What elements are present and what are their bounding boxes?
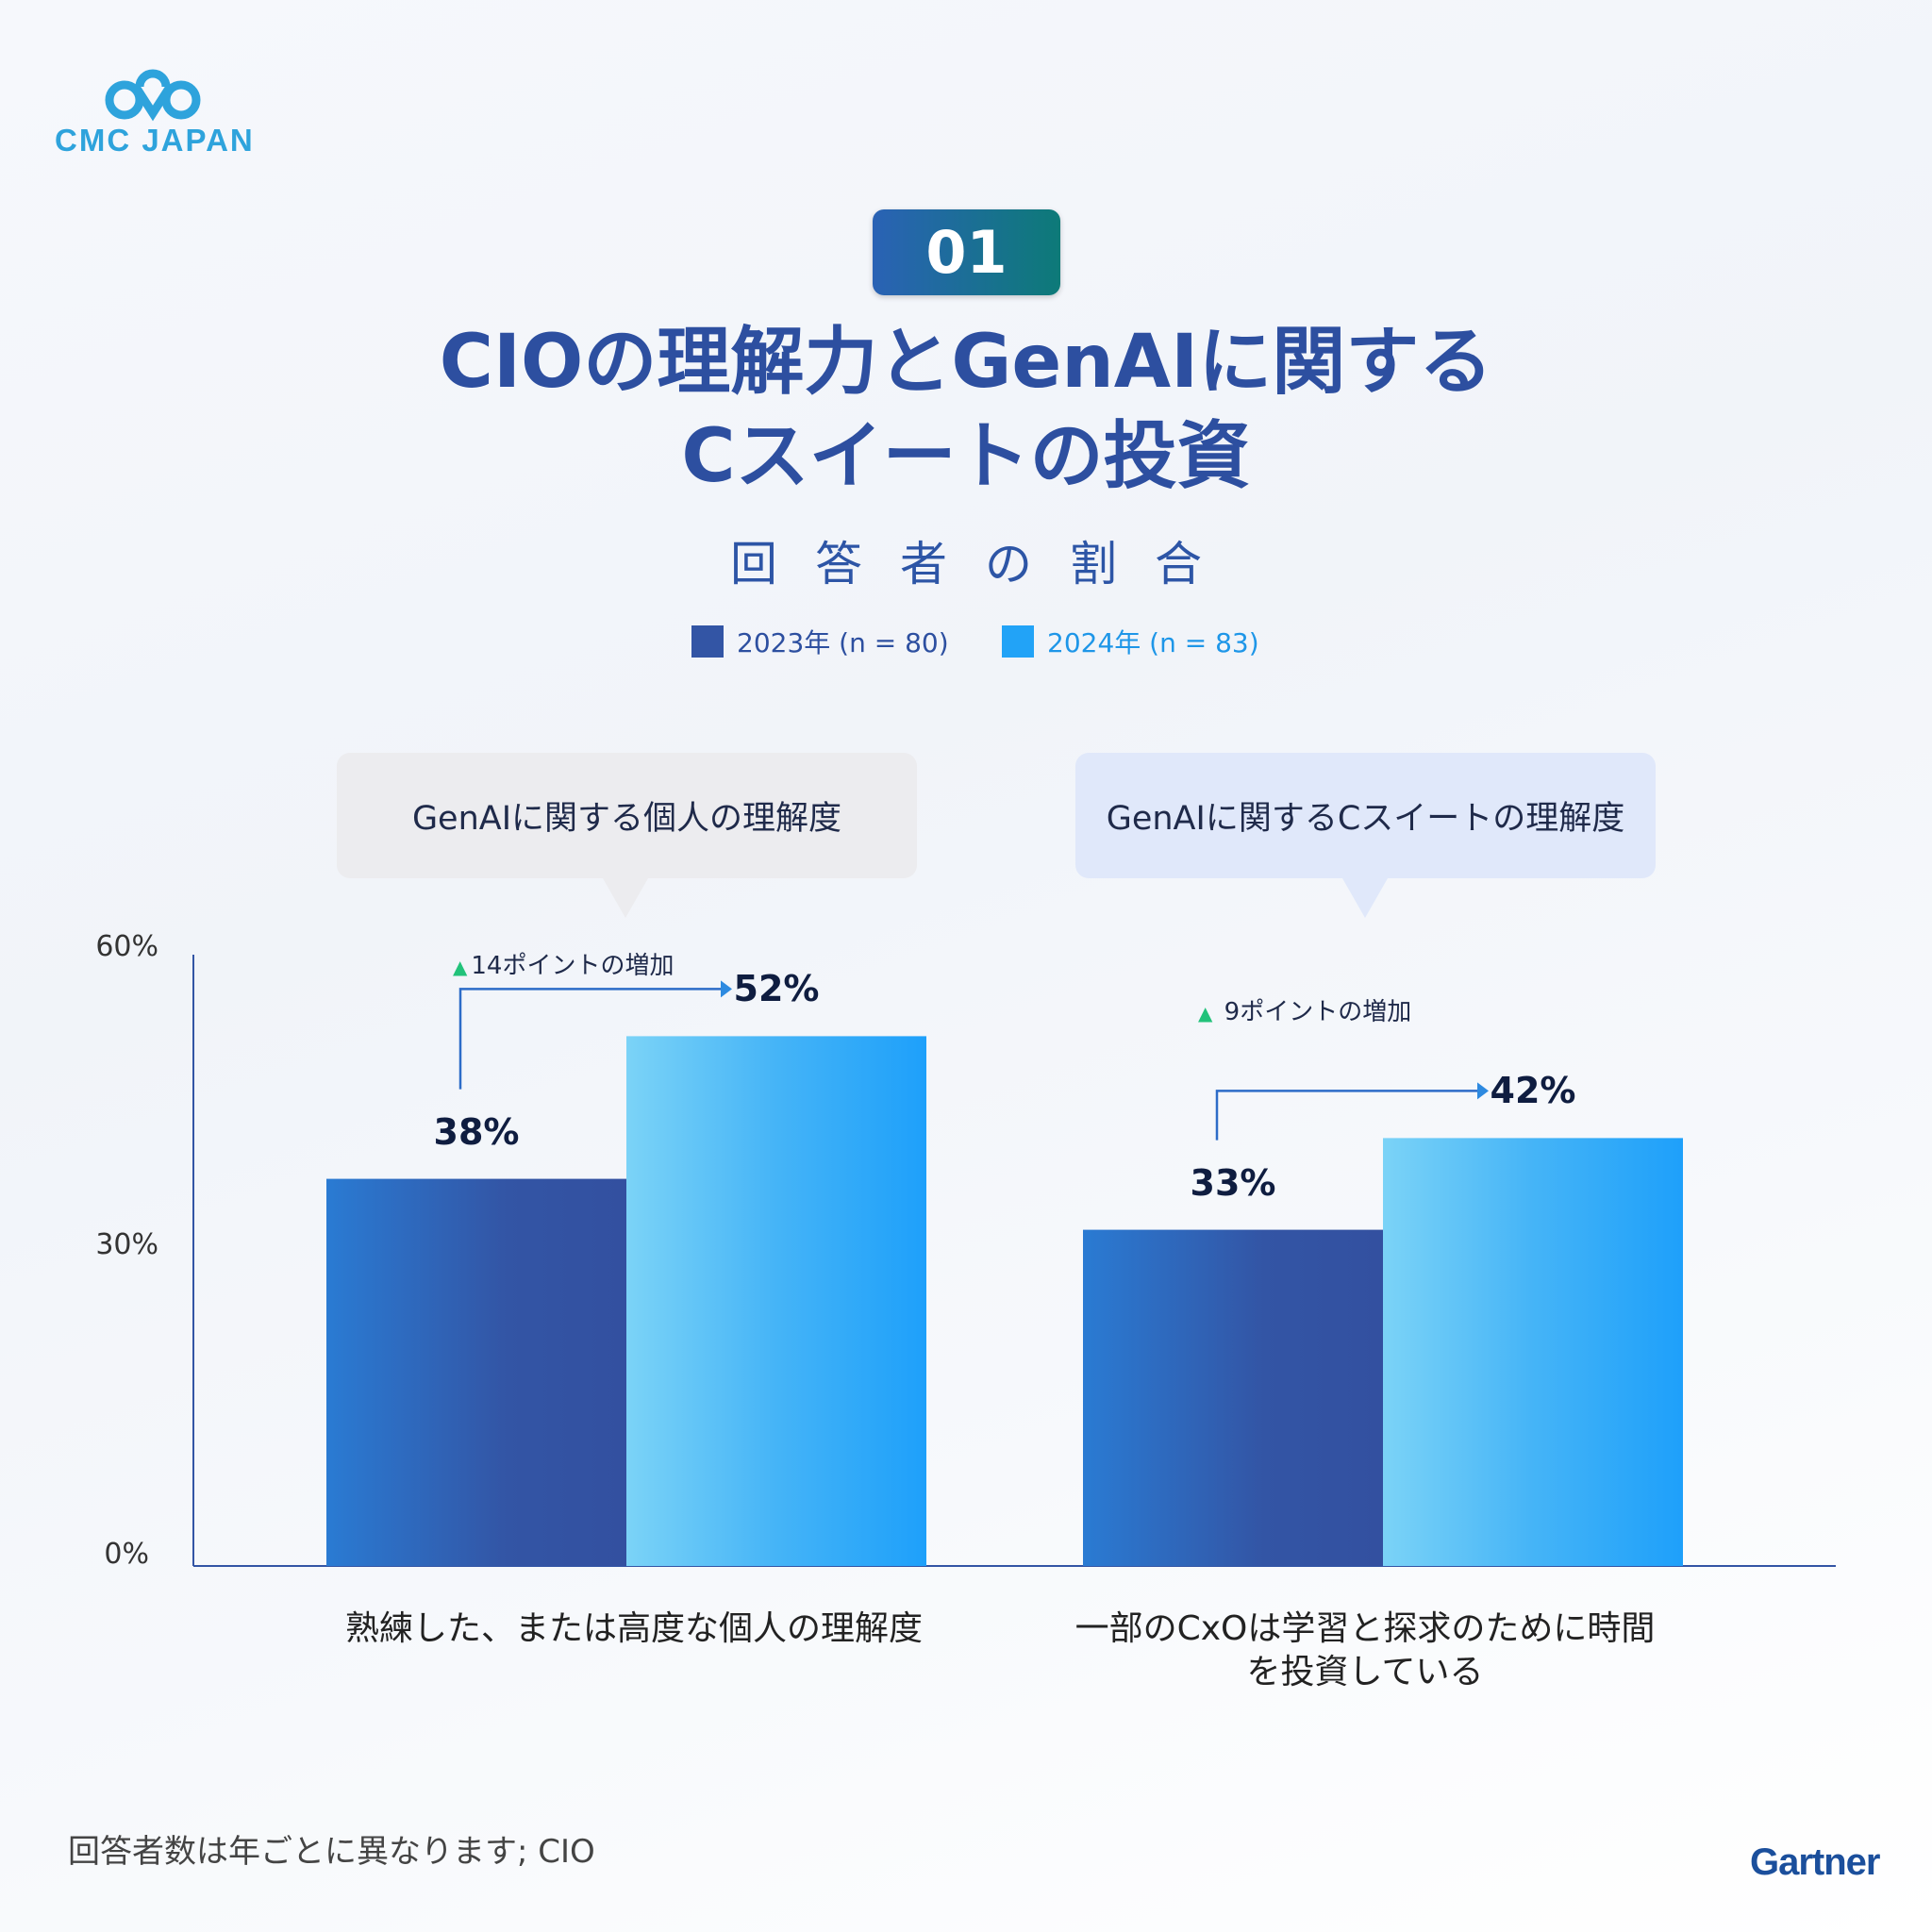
value-label: 52% bbox=[733, 968, 820, 1010]
category-label-1: 熟練した、または高度な個人の理解度 bbox=[304, 1607, 964, 1651]
category-line: 一部のCxOは学習と探求のために時間 bbox=[1074, 1609, 1656, 1648]
subtitle: 回答者の割合 bbox=[730, 537, 1240, 591]
increase-arrow-line bbox=[1215, 1090, 1477, 1141]
cmc-logo-text: CMC JAPAN bbox=[55, 123, 255, 158]
section-badge: 01 bbox=[873, 209, 1060, 295]
gartner-logo: Gartner bbox=[1750, 1841, 1880, 1883]
arrowhead-icon bbox=[721, 980, 732, 998]
bar-2023-1 bbox=[326, 1178, 626, 1566]
legend-swatch-2024 bbox=[1002, 625, 1034, 658]
value-label: 38% bbox=[433, 1110, 520, 1153]
legend-label-2024: 2024年 (n = 83) bbox=[1047, 627, 1259, 658]
title-line-1: CIOの理解力とGenAIに関する bbox=[439, 320, 1493, 405]
callout-pointer bbox=[1342, 878, 1388, 918]
up-triangle-icon: ▲ bbox=[1198, 1002, 1213, 1024]
annotation-text: 14ポイントの増加 bbox=[471, 952, 675, 980]
annotation-increase-2: ▲ 9ポイントの増加 bbox=[1198, 992, 1411, 1027]
up-triangle-icon: ▲ bbox=[453, 956, 468, 978]
bar-2024-2 bbox=[1383, 1138, 1683, 1566]
callout-csuite: GenAIに関するCスイートの理解度 bbox=[1075, 753, 1656, 878]
y-tick-0: 0% bbox=[104, 1538, 149, 1571]
annotation-text: 9ポイントの増加 bbox=[1224, 998, 1412, 1026]
callout-individual: GenAIに関する個人の理解度 bbox=[337, 753, 917, 878]
cmc-logo-icon bbox=[105, 69, 201, 122]
y-tick-30: 30% bbox=[95, 1228, 158, 1261]
bar-2023-2 bbox=[1083, 1229, 1383, 1566]
arrowhead-icon bbox=[1477, 1082, 1489, 1100]
legend-2023: 2023年 (n = 80) bbox=[691, 623, 949, 660]
legend-2024: 2024年 (n = 83) bbox=[1002, 623, 1259, 660]
footnote: 回答者数は年ごとに異なります; CIO bbox=[68, 1833, 595, 1871]
value-label: 33% bbox=[1190, 1161, 1276, 1204]
category-label-2: 一部のCxOは学習と探求のために時間 を投資している bbox=[1035, 1607, 1695, 1694]
value-label: 42% bbox=[1490, 1070, 1576, 1112]
legend-swatch-2023 bbox=[691, 625, 724, 658]
annotation-increase-1: ▲ 14ポイントの増加 bbox=[453, 946, 674, 981]
y-tick-60: 60% bbox=[95, 930, 158, 963]
category-line: 熟練した、または高度な個人の理解度 bbox=[344, 1609, 923, 1648]
category-line: を投資している bbox=[1246, 1653, 1484, 1691]
title-line-2: Cスイートの投資 bbox=[681, 414, 1251, 499]
legend-label-2023: 2023年 (n = 80) bbox=[737, 627, 949, 658]
callout-pointer bbox=[603, 878, 648, 918]
bar-2024-1 bbox=[626, 1036, 926, 1566]
increase-arrow-line bbox=[458, 988, 721, 1090]
